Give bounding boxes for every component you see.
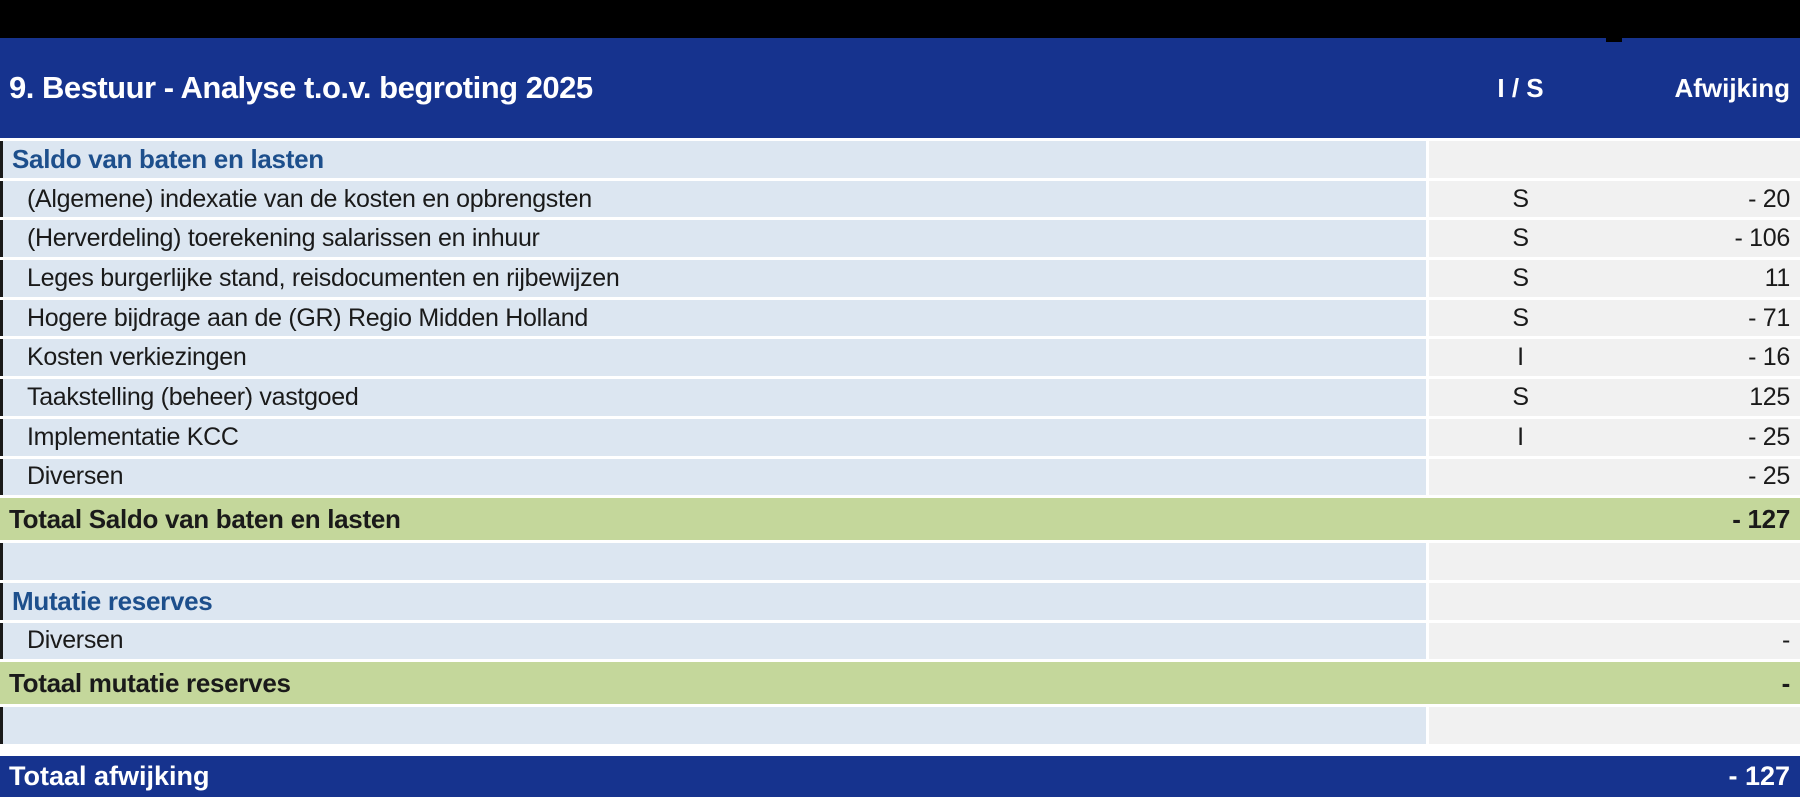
row-right-cells: S 125	[1429, 379, 1800, 416]
table-row-total: Totaal mutatie reserves -	[0, 662, 1800, 708]
grand-total-label: Totaal afwijking	[9, 761, 210, 792]
row-right-cells: S - 20	[1429, 180, 1800, 218]
row-is-value: I	[1517, 422, 1524, 451]
table-row-spacer	[0, 707, 1800, 747]
row-label: Taakstelling (beheer) vastgoed	[0, 379, 1429, 416]
table-row-item: (Algemene) indexatie van de kosten en op…	[0, 180, 1800, 221]
grand-total-amount: - 127	[1728, 761, 1790, 792]
top-black-bar	[0, 0, 1800, 42]
row-right-cells	[1429, 141, 1800, 178]
row-amount: - 25	[1748, 422, 1790, 451]
row-is-value: I	[1517, 343, 1524, 372]
report-table-body: Saldo van baten en lasten (Algemene) inde…	[0, 141, 1800, 756]
total-row-amount: -	[1781, 667, 1791, 698]
row-label: Diversen	[0, 622, 1429, 660]
row-right-cells: -	[1429, 622, 1800, 660]
row-amount: - 20	[1748, 184, 1790, 213]
row-label: Kosten verkiezingen	[0, 339, 1429, 377]
row-right-cells	[1429, 582, 1800, 620]
row-is-value: S	[1512, 382, 1529, 411]
page-title: 9. Bestuur - Analyse t.o.v. begroting 20…	[9, 70, 593, 105]
row-right-cells: S 11	[1429, 260, 1800, 297]
table-row-item: (Herverdeling) toerekening salarissen en…	[0, 220, 1800, 261]
row-is-value: S	[1512, 184, 1529, 213]
table-row-section: Mutatie reserves	[0, 582, 1800, 623]
row-label: Mutatie reserves	[0, 582, 1429, 620]
row-right-cells	[1429, 707, 1800, 744]
row-right-cells: I - 16	[1429, 339, 1800, 377]
column-header-is: I / S	[1497, 72, 1544, 103]
row-amount: - 71	[1748, 303, 1790, 332]
row-label	[0, 543, 1429, 580]
row-amount: - 106	[1734, 224, 1791, 253]
row-amount: 125	[1749, 382, 1790, 411]
row-is-value: S	[1512, 303, 1529, 332]
row-label: Implementatie KCC	[0, 418, 1429, 456]
table-row-item: Diversen - 25	[0, 458, 1800, 499]
total-row-label: Totaal Saldo van baten en lasten	[9, 503, 401, 534]
table-row-item: Diversen -	[0, 622, 1800, 663]
row-right-cells: S - 71	[1429, 299, 1800, 337]
row-amount: -	[1781, 626, 1790, 655]
grand-total-row: Totaal afwijking - 127	[0, 756, 1800, 797]
row-right-cells	[1429, 543, 1800, 580]
row-amount: 11	[1764, 263, 1791, 292]
row-label: Diversen	[0, 458, 1429, 496]
row-is-value: S	[1512, 224, 1529, 253]
table-row-item: Leges burgerlijke stand, reisdocumenten …	[0, 260, 1800, 300]
top-bar-notch	[1606, 36, 1622, 42]
row-right-cells: S - 106	[1429, 220, 1800, 258]
table-row-item: Hogere bijdrage aan de (GR) Regio Midden…	[0, 299, 1800, 340]
report-header: 9. Bestuur - Analyse t.o.v. begroting 20…	[0, 38, 1800, 141]
row-is-value: S	[1512, 263, 1529, 292]
row-label	[0, 707, 1429, 744]
table-row-section: Saldo van baten en lasten	[0, 141, 1800, 181]
table-row-total: Totaal Saldo van baten en lasten - 127	[0, 498, 1800, 544]
row-label: (Herverdeling) toerekening salarissen en…	[0, 220, 1429, 258]
total-row-label: Totaal mutatie reserves	[9, 667, 291, 698]
table-row-item: Kosten verkiezingen I - 16	[0, 339, 1800, 380]
row-label: Hogere bijdrage aan de (GR) Regio Midden…	[0, 299, 1429, 337]
row-label: Leges burgerlijke stand, reisdocumenten …	[0, 260, 1429, 297]
row-amount: - 16	[1748, 343, 1790, 372]
column-header-afwijking: Afwijking	[1674, 72, 1790, 103]
row-right-cells: I - 25	[1429, 418, 1800, 456]
total-row-amount: - 127	[1732, 503, 1790, 534]
row-right-cells: - 25	[1429, 458, 1800, 496]
table-row-spacer	[0, 543, 1800, 583]
row-label: (Algemene) indexatie van de kosten en op…	[0, 180, 1429, 218]
table-row-item: Taakstelling (beheer) vastgoed S 125	[0, 379, 1800, 419]
row-amount: - 25	[1748, 462, 1790, 491]
table-row-item: Implementatie KCC I - 25	[0, 418, 1800, 459]
row-label: Saldo van baten en lasten	[0, 141, 1429, 178]
